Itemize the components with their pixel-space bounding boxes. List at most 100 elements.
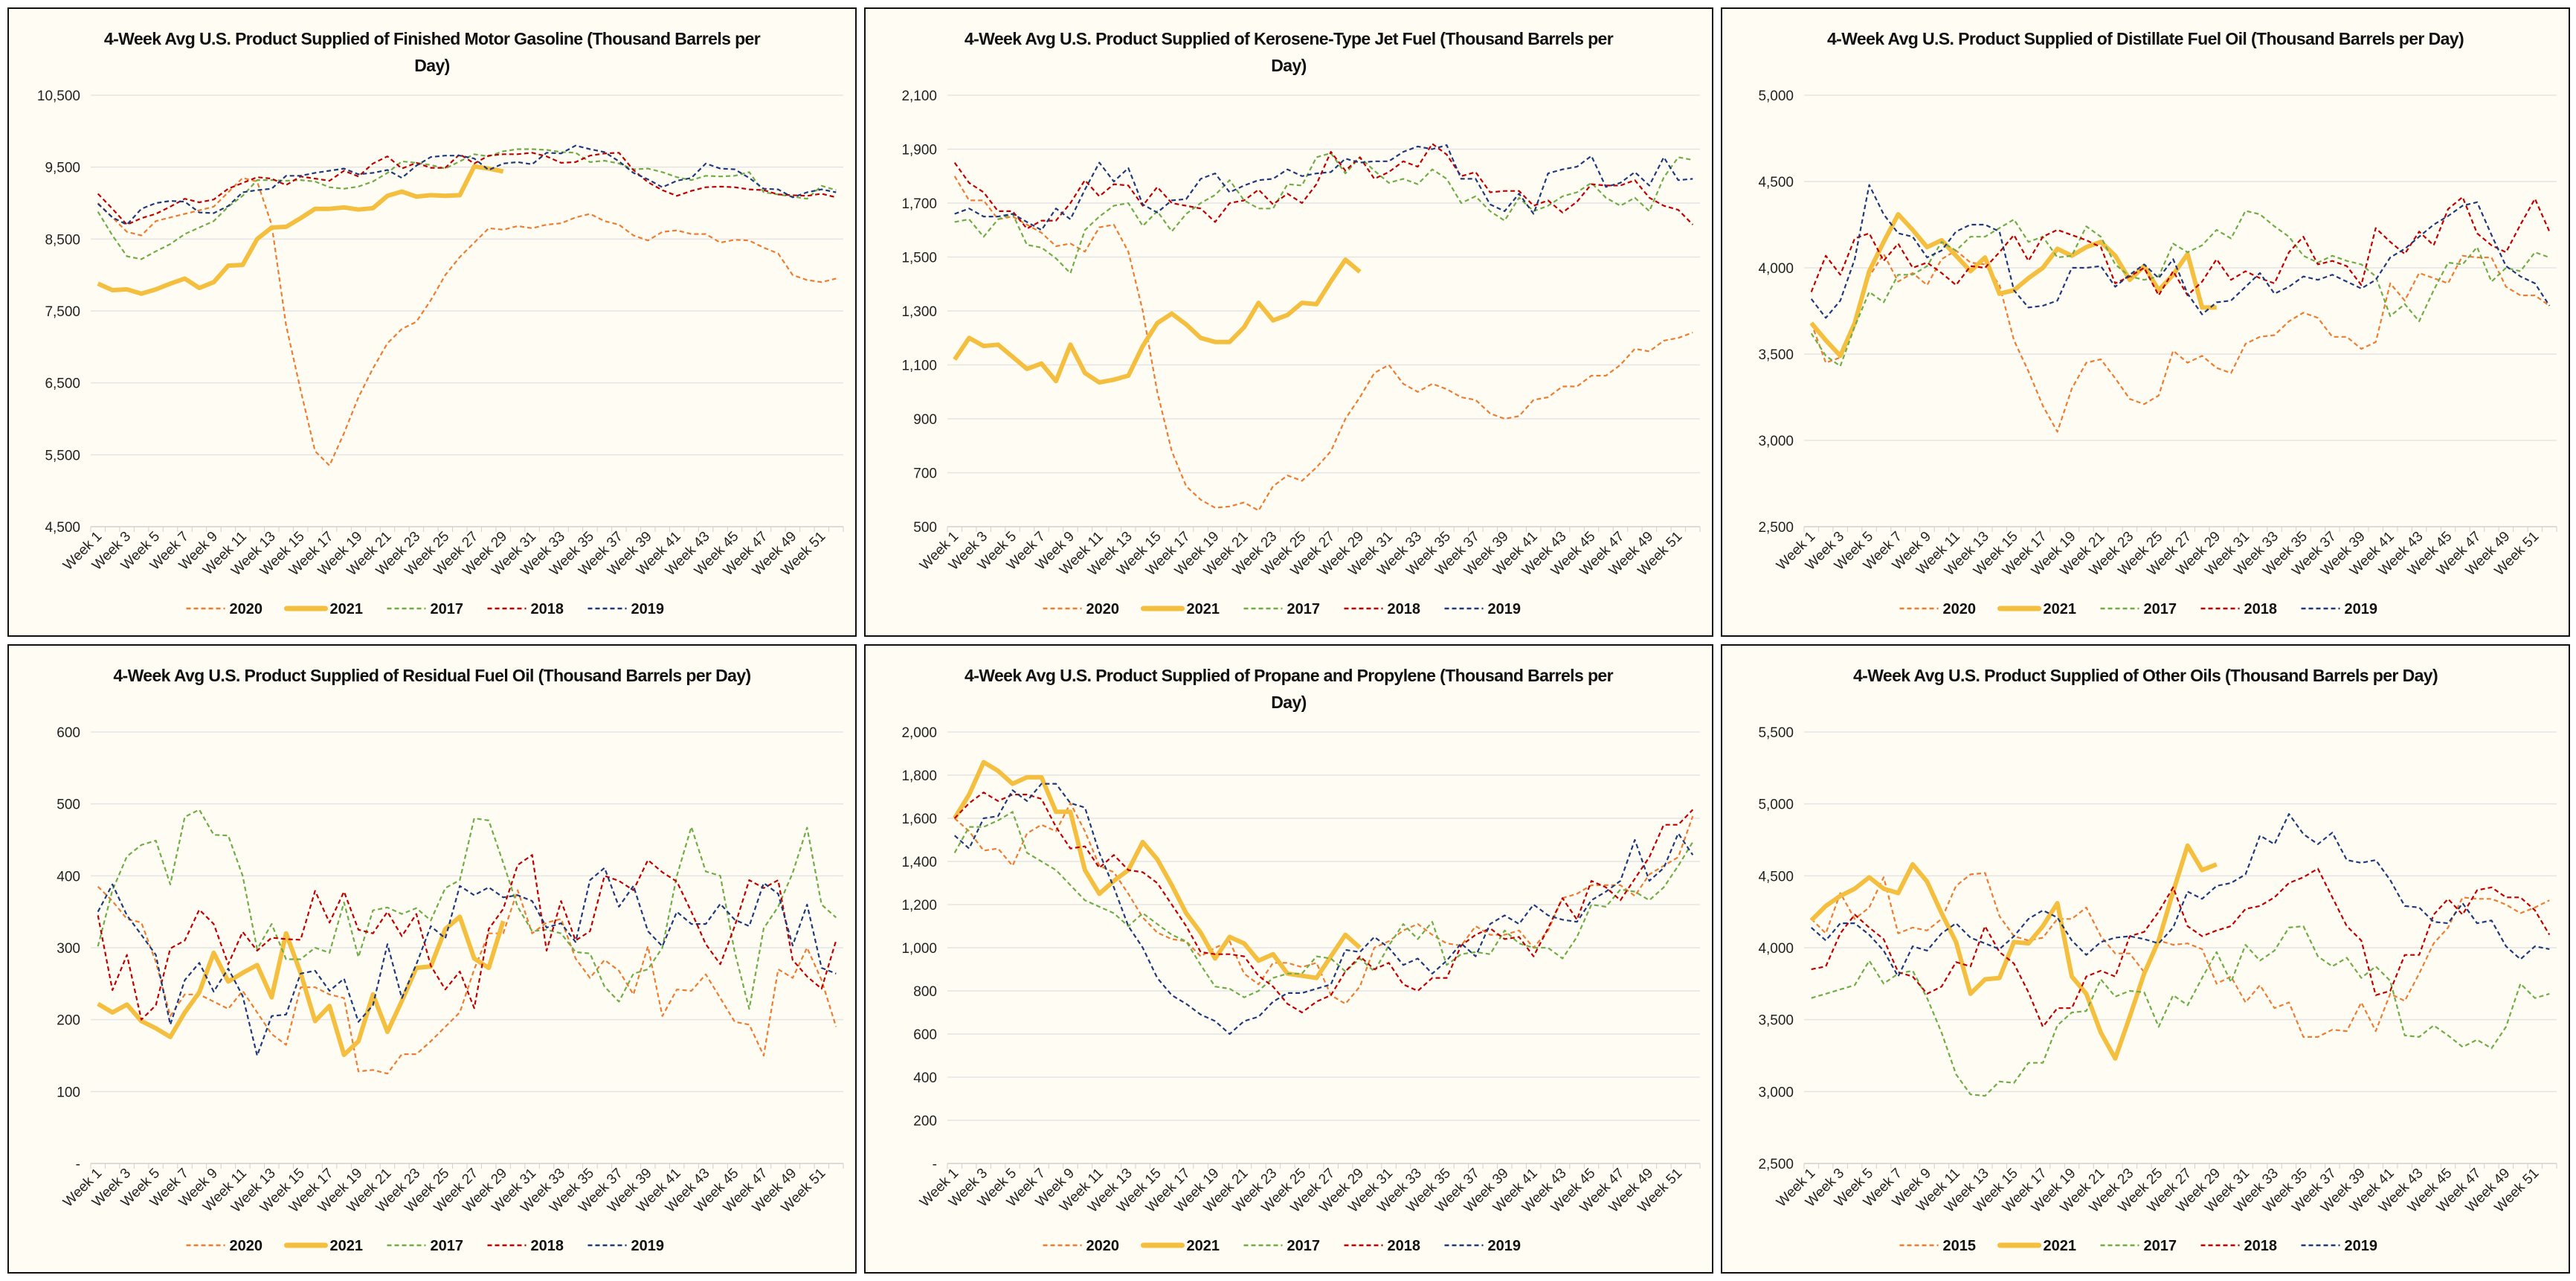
y-tick-label: 9,500 [45,161,80,176]
legend-item: 2020 [186,601,263,617]
series-line-2019 [97,867,837,1057]
legend-label: 2019 [1488,1238,1522,1254]
y-tick-label: 3,000 [1758,434,1794,449]
series-line-2018 [953,792,1694,1014]
y-tick-label: 100 [57,1085,80,1100]
y-tick-label: 600 [913,1027,937,1043]
legend-label: 2021 [2044,601,2077,617]
legend-item: 2019 [2301,1238,2377,1254]
y-tick-label: 500 [57,797,80,813]
chart-panel: 4-Week Avg U.S. Product Supplied of Othe… [1721,644,2570,1274]
line-chart: 2,000 1,800 1,600 1,400 1,200 1,000 800 600 400 2… [901,725,1701,1254]
series-line-2019 [97,144,837,226]
y-tick-label: 2,000 [901,725,937,741]
legend-item: 2018 [1344,601,1421,617]
legend-item: 2020 [186,1238,263,1254]
y-tick-label: 4,000 [1758,261,1794,277]
legend-label: 2015 [1943,1238,1977,1254]
series-line-2020 [953,802,1694,1005]
y-tick-label: 1,000 [901,941,937,957]
legend-label: 2017 [1287,1238,1321,1254]
y-tick-label: 800 [913,984,937,1000]
legend-item: 2018 [1344,1238,1421,1254]
series-line-2018 [97,152,837,226]
y-tick-label: 1,400 [901,855,937,870]
y-tick-label: 900 [913,412,937,428]
series-line-2018 [953,143,1694,230]
series-line-2020 [1810,249,2550,433]
y-tick-label: 4,000 [1758,941,1794,957]
y-tick-label: 1,700 [901,196,937,212]
y-tick-label: 1,900 [901,143,937,158]
series-line-2021 [1809,212,2217,359]
legend-label: 2017 [1287,601,1321,617]
legend-item: 2019 [2301,601,2378,617]
series-line-2020 [97,886,837,1075]
legend-label: 2019 [1488,601,1522,617]
series-line-2021 [953,760,1362,980]
y-tick-label: 1,200 [901,898,937,914]
legend-item: 2021 [284,601,364,617]
y-tick-label: 10,500 [37,89,80,104]
series-line-2020 [97,177,837,466]
y-tick-label: 7,500 [45,304,80,320]
chart-title: 4-Week Avg U.S. Product Supplied of Resi… [113,666,751,685]
y-tick-label: 1,300 [901,304,937,320]
legend-item: 2018 [487,601,564,617]
y-tick-label: 2,500 [1758,1157,1794,1172]
chart-panel: 4-Week Avg U.S. Product Supplied of Prop… [864,644,1713,1274]
y-tick-label: 1,100 [901,359,937,374]
series-line-2017 [953,811,1694,998]
series-line-2021 [97,164,504,296]
y-tick-label: 1,600 [901,812,937,827]
legend-item: 2017 [387,1238,463,1254]
line-chart: 5,5005,0004,5004,0003,5003,0002,500Week … [1758,725,2557,1254]
chart-title: 4-Week Avg U.S. Product Supplied of Fini… [103,29,761,75]
legend-label: 2020 [230,601,263,617]
y-tick-label: 4,500 [1758,175,1794,190]
legend-item: 2021 [1141,601,1220,617]
legend-label: 2019 [2345,601,2378,617]
y-tick-label: 5,000 [1758,89,1794,104]
legend-label: 2018 [531,1238,564,1254]
legend-label: 2017 [431,601,464,617]
y-tick-label: 1,500 [901,251,937,266]
chart-panel: 4-Week Avg U.S. Product Supplied of Resi… [7,644,857,1274]
legend-label: 2018 [1388,601,1421,617]
y-tick-label: 2,100 [901,89,937,104]
line-chart: 2,1001,9001,7001,5001,3001,100900700500W… [901,89,1701,617]
legend-item: 2021 [284,1238,364,1254]
legend-label: 2018 [2244,601,2278,617]
chart-title: 4-Week Avg U.S. Product Supplied of Kero… [964,29,1614,75]
legend-item: 2018 [487,1238,564,1254]
legend-item: 2021 [1997,1238,2076,1254]
chart-panel: 4-Week Avg U.S. Product Supplied of Kero… [864,7,1713,637]
legend-label: 2018 [531,601,564,617]
line-chart: 10,5009,5008,5007,5006,5005,5004,500Week… [37,89,844,617]
legend-label: 2017 [2144,1238,2177,1254]
y-tick-label: 5,500 [1758,725,1794,741]
legend-label: 2021 [330,601,364,617]
legend-label: 2018 [1388,1238,1421,1254]
legend-item: 2019 [1444,1238,1522,1254]
y-tick-label: 3,000 [1758,1085,1794,1100]
legend-label: 2017 [2144,601,2177,617]
chart-title: 4-Week Avg U.S. Product Supplied of Othe… [1852,666,2438,685]
y-tick-label: 4,500 [1758,869,1794,884]
legend-label: 2020 [1086,601,1120,617]
legend-item: 2017 [387,601,464,617]
legend-item: 2020 [1043,1238,1119,1254]
legend-item: 2015 [1899,1238,1977,1254]
legend-item: 2017 [2100,601,2177,617]
series-line-2021 [953,257,1362,385]
legend-item: 2021 [1997,601,2077,617]
legend-label: 2021 [330,1238,364,1254]
y-tick-label: 5,500 [45,448,80,463]
legend-label: 2020 [230,1238,263,1254]
series-line-2019 [1810,813,2550,977]
y-tick-label: 400 [913,1070,937,1086]
series-line-2017 [97,148,837,260]
series-line-2017 [1810,210,2550,367]
legend-item: 2020 [1899,601,1976,617]
legend-label: 2019 [631,601,665,617]
